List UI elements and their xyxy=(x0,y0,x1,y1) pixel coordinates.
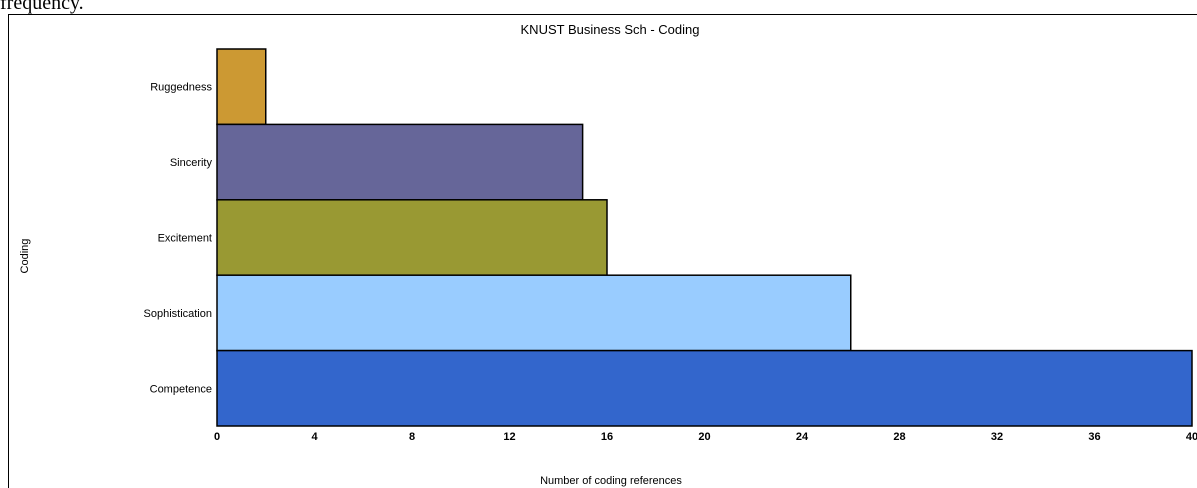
x-tick-label: 4 xyxy=(311,431,318,443)
bar-ruggedness xyxy=(216,48,267,126)
bar-sincerity xyxy=(216,123,584,201)
x-tick-label: 16 xyxy=(601,431,613,443)
chart-frame xyxy=(8,14,1197,488)
x-tick-label: 36 xyxy=(1088,431,1100,443)
x-ticks-group: 0 4 8 12 16 20 24 28 32 36 40 xyxy=(214,431,1197,443)
y-axis-label: Coding xyxy=(19,239,31,274)
chart-title: KNUST Business Sch - Coding xyxy=(521,22,700,37)
x-tick-label: 28 xyxy=(893,431,905,443)
x-tick-label: 32 xyxy=(991,431,1003,443)
page-caption: frequency. xyxy=(0,0,84,14)
category-label-sophistication: Sophistication xyxy=(144,308,213,320)
bar-competence xyxy=(216,349,1193,427)
x-tick-label: 0 xyxy=(214,431,220,443)
x-tick-label: 40 xyxy=(1186,431,1197,443)
bar-excitement xyxy=(216,199,608,276)
x-axis-label: Number of coding references xyxy=(540,475,682,487)
x-tick-label: 12 xyxy=(503,431,515,443)
category-label-competence: Competence xyxy=(150,383,212,395)
bars-group xyxy=(216,48,1193,427)
category-labels-group: Ruggedness Sincerity Excitement Sophisticat… xyxy=(144,82,213,396)
category-label-excitement: Excitement xyxy=(158,233,212,245)
category-label-sincerity: Sincerity xyxy=(170,157,213,169)
x-tick-label: 24 xyxy=(796,431,809,443)
x-tick-label: 8 xyxy=(409,431,415,443)
category-label-ruggedness: Ruggedness xyxy=(150,82,212,94)
x-tick-label: 20 xyxy=(698,431,710,443)
bar-sophistication xyxy=(216,274,852,352)
